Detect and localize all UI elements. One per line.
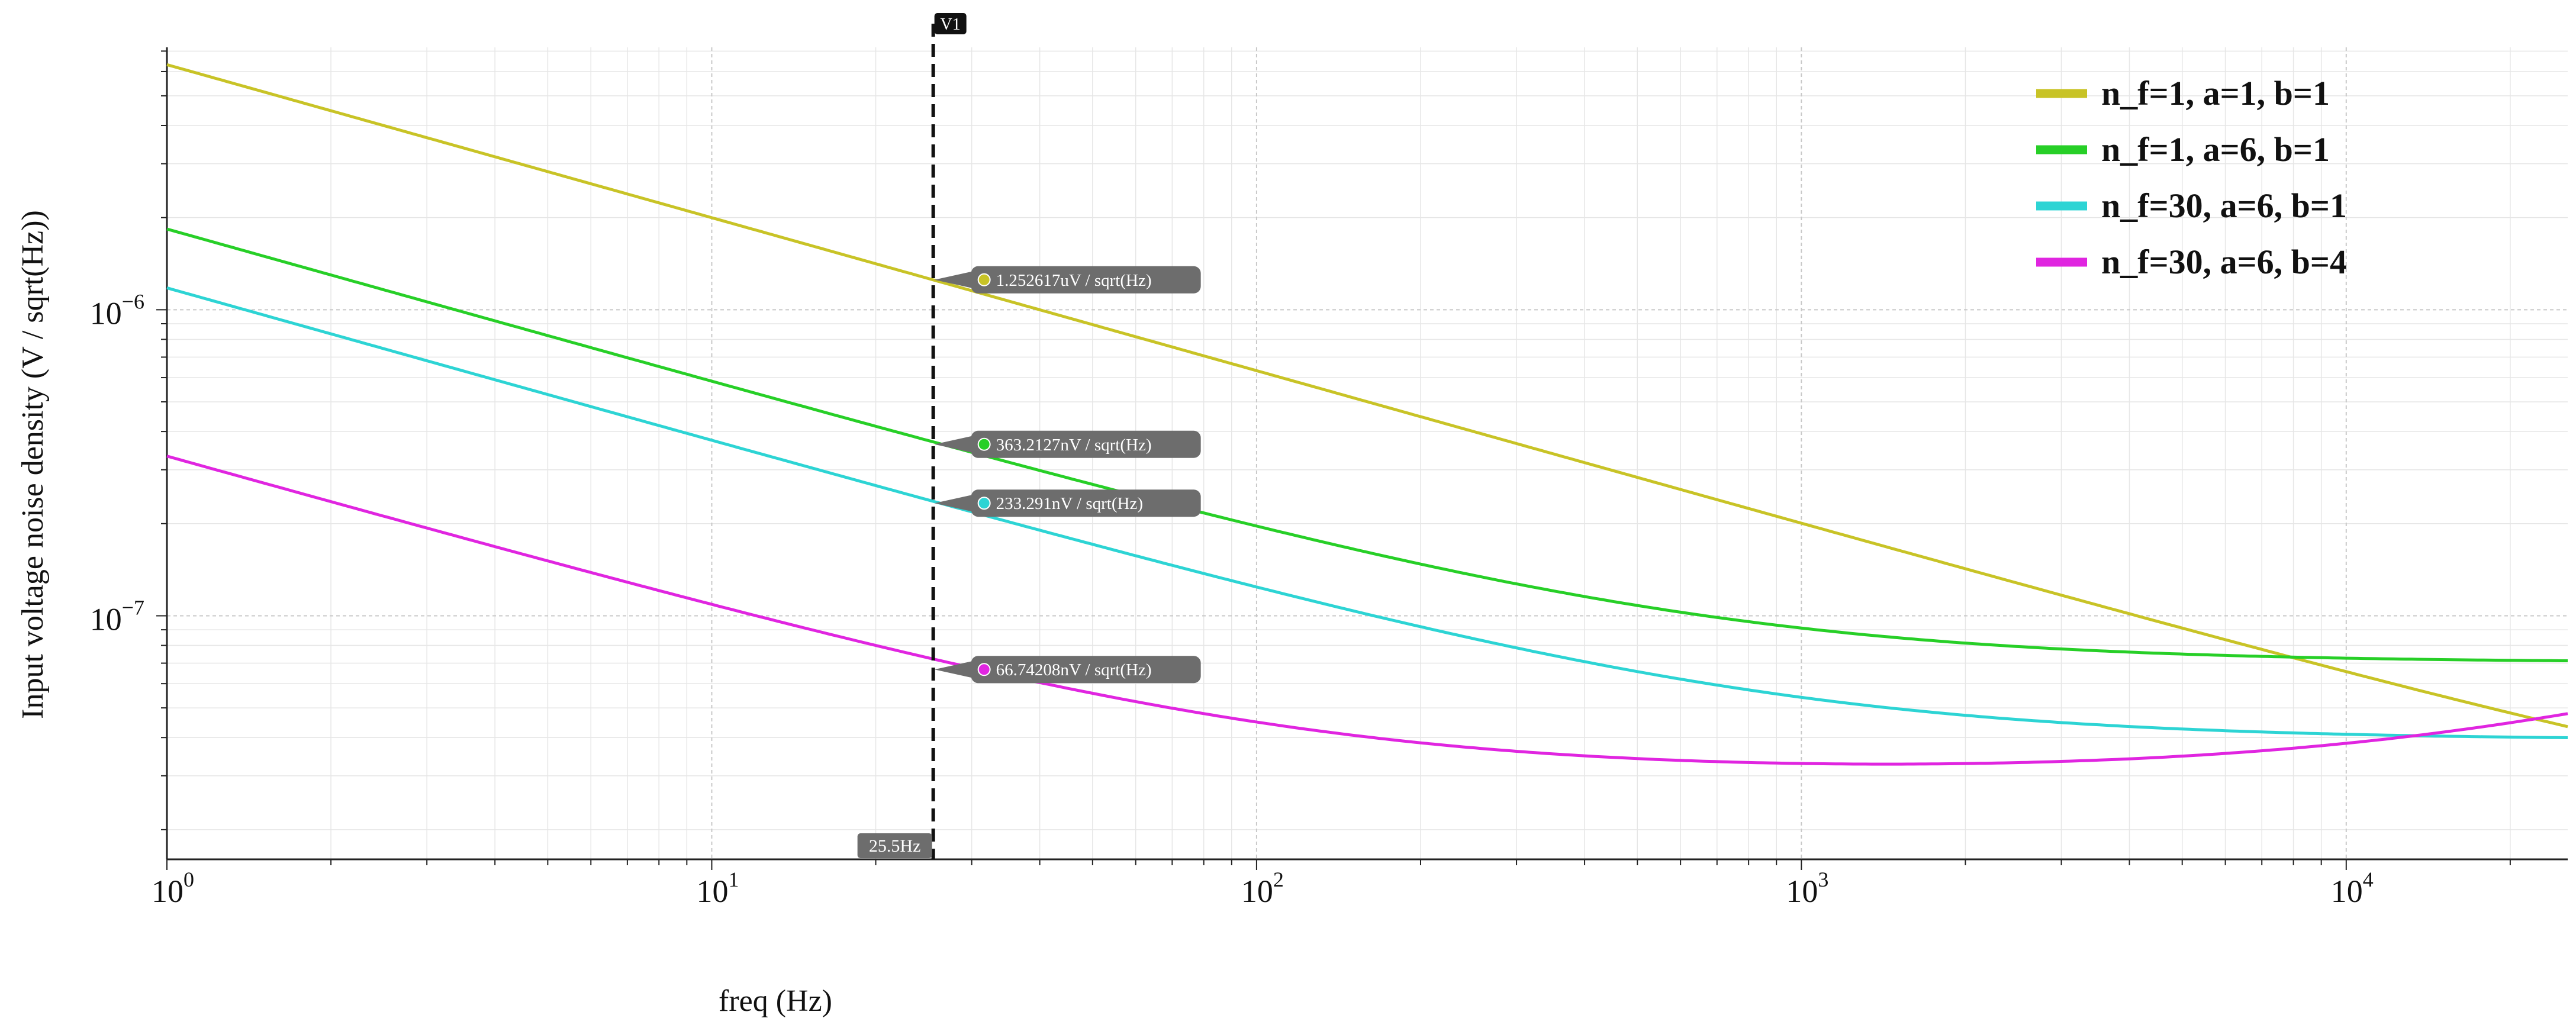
y-tick-label: 10−6 [90, 289, 144, 331]
annotation-box [971, 489, 1201, 517]
series-layer [166, 63, 2568, 766]
legend-label-4: n_f=30, a=6, b=4 [2101, 243, 2347, 281]
annotation-text: 1.252617uV / sqrt(Hz) [996, 271, 1152, 290]
marker-annotation-1[interactable]: 1.252617uV / sqrt(Hz) [934, 266, 1201, 294]
marker-annotation-2[interactable]: 363.2127nV / sqrt(Hz) [934, 430, 1201, 458]
series-line-1 [166, 63, 2568, 729]
annotation-text: 233.291nV / sqrt(Hz) [996, 494, 1143, 513]
series-line-3 [166, 286, 2568, 739]
cursor-v1-name: V1 [941, 15, 961, 34]
annotation-pointer [934, 435, 975, 453]
annotation-dot [977, 273, 991, 286]
annotation-pointer [934, 270, 975, 289]
cursor-layer[interactable]: V1 25.5Hz 1.252617uV / sqrt(Hz) 363.2127nV … [857, 13, 1201, 859]
x-tick-label: 101 [696, 868, 739, 909]
marker-annotation-3[interactable]: 233.291nV / sqrt(Hz) [934, 489, 1201, 517]
cursor-v1-flag[interactable] [934, 13, 967, 34]
x-tick-label: 100 [152, 868, 194, 909]
annotation-text: 363.2127nV / sqrt(Hz) [996, 436, 1152, 455]
annotation-dot [977, 437, 991, 451]
cursor-freq-label: 25.5Hz [869, 836, 920, 856]
marker-annotation-4[interactable]: 66.74208nV / sqrt(Hz) [934, 656, 1201, 684]
annotation-pointer [934, 494, 975, 513]
annotation-box [971, 656, 1201, 684]
series-line-2 [166, 227, 2568, 662]
x-tick-label: 102 [1241, 868, 1284, 909]
x-tick-label: 103 [1786, 868, 1828, 909]
cursor-freq-box[interactable] [857, 833, 932, 858]
annotation-box [971, 266, 1201, 294]
y-tick-label: 10−7 [90, 595, 144, 637]
legend-label-1: n_f=1, a=1, b=1 [2101, 74, 2330, 112]
annotation-dot [977, 663, 991, 676]
legend-label-3: n_f=30, a=6, b=1 [2101, 186, 2347, 225]
series-line-4 [166, 455, 2568, 766]
x-tick-label: 104 [2331, 868, 2374, 909]
y-axis-label: Input voltage noise density (V / sqrt(Hz… [16, 210, 50, 719]
annotation-dot [977, 497, 991, 510]
x-axis-label: freq (Hz) [719, 984, 832, 1018]
legend-label-2: n_f=1, a=6, b=1 [2101, 130, 2330, 169]
annotation-text: 66.74208nV / sqrt(Hz) [996, 660, 1152, 679]
axes: 100 101 102 103 104 10−7 10−6 [90, 47, 2568, 909]
annotation-pointer [934, 660, 975, 679]
annotation-box [971, 430, 1201, 458]
legend: n_f=1, a=1, b=1 n_f=1, a=6, b=1 n_f=30, a=… [2036, 74, 2347, 281]
